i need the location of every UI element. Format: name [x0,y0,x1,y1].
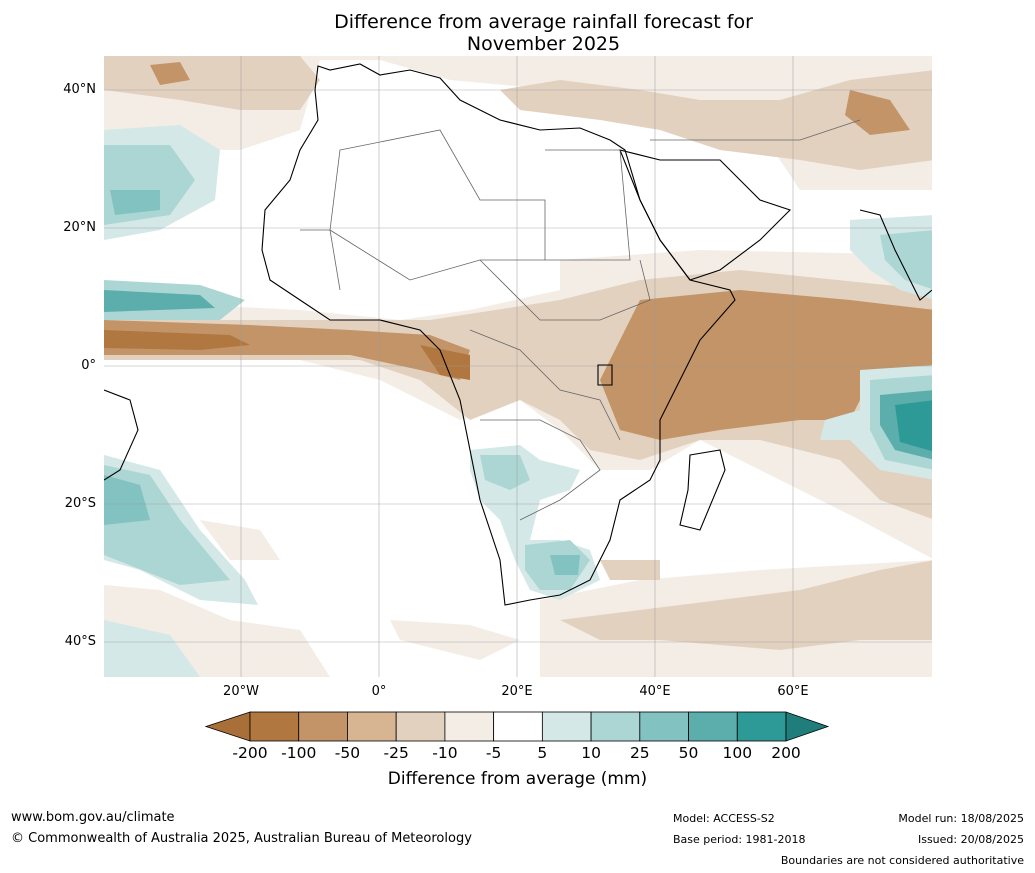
model-name: Model: ACCESS-S2 [673,812,775,825]
colorbar-tick-label: -200 [232,744,268,762]
lat-label-20n: 20°N [63,220,96,235]
lon-label-60e: 60°E [777,684,809,699]
lon-label-20w: 20°W [223,684,259,699]
colorbar-tick-label: -100 [281,744,317,762]
colorbar-tick-label: 200 [771,744,801,762]
colorbar-tick-label: 100 [722,744,753,762]
map-title-line1: Difference from average rainfall forecas… [334,11,753,33]
copyright-text: © Commonwealth of Australia 2025, Austra… [11,831,472,846]
lon-label-40e: 40°E [639,684,671,699]
colorbar-tick-label: 25 [629,744,650,762]
lat-label-40s: 40°S [64,634,96,649]
colorbar-tick-label: -50 [334,744,361,762]
base-period: Base period: 1981-2018 [673,833,806,846]
colorbar-tick-label: 10 [581,744,601,762]
anomaly-shading [104,56,932,677]
colorbar-tick-label: -5 [485,744,502,762]
coastlines [104,63,932,606]
boundaries-note: Boundaries are not considered authoritat… [780,854,1024,867]
website-link[interactable]: www.bom.gov.au/climate [11,810,175,825]
colorbar-tick-label: 5 [537,744,548,762]
lon-label-0: 0° [371,684,387,699]
map-title-line2: November 2025 [466,33,621,55]
lat-label-0: 0° [81,358,96,373]
colorbar-tick-label: -25 [383,744,409,762]
issued-date: Issued: 20/08/2025 [917,833,1024,846]
country-borders [300,119,861,521]
lat-label-40n: 40°N [63,82,96,97]
legend-title: Difference from average (mm) [387,769,648,789]
grid-lines [104,56,932,677]
model-run: Model run: 18/08/2025 [898,812,1024,825]
colorbar-tick-label: 50 [678,744,699,762]
colorbar-tick-label: -10 [432,744,458,762]
lat-label-20s: 20°S [64,496,96,511]
lon-label-20e: 20°E [501,684,533,699]
